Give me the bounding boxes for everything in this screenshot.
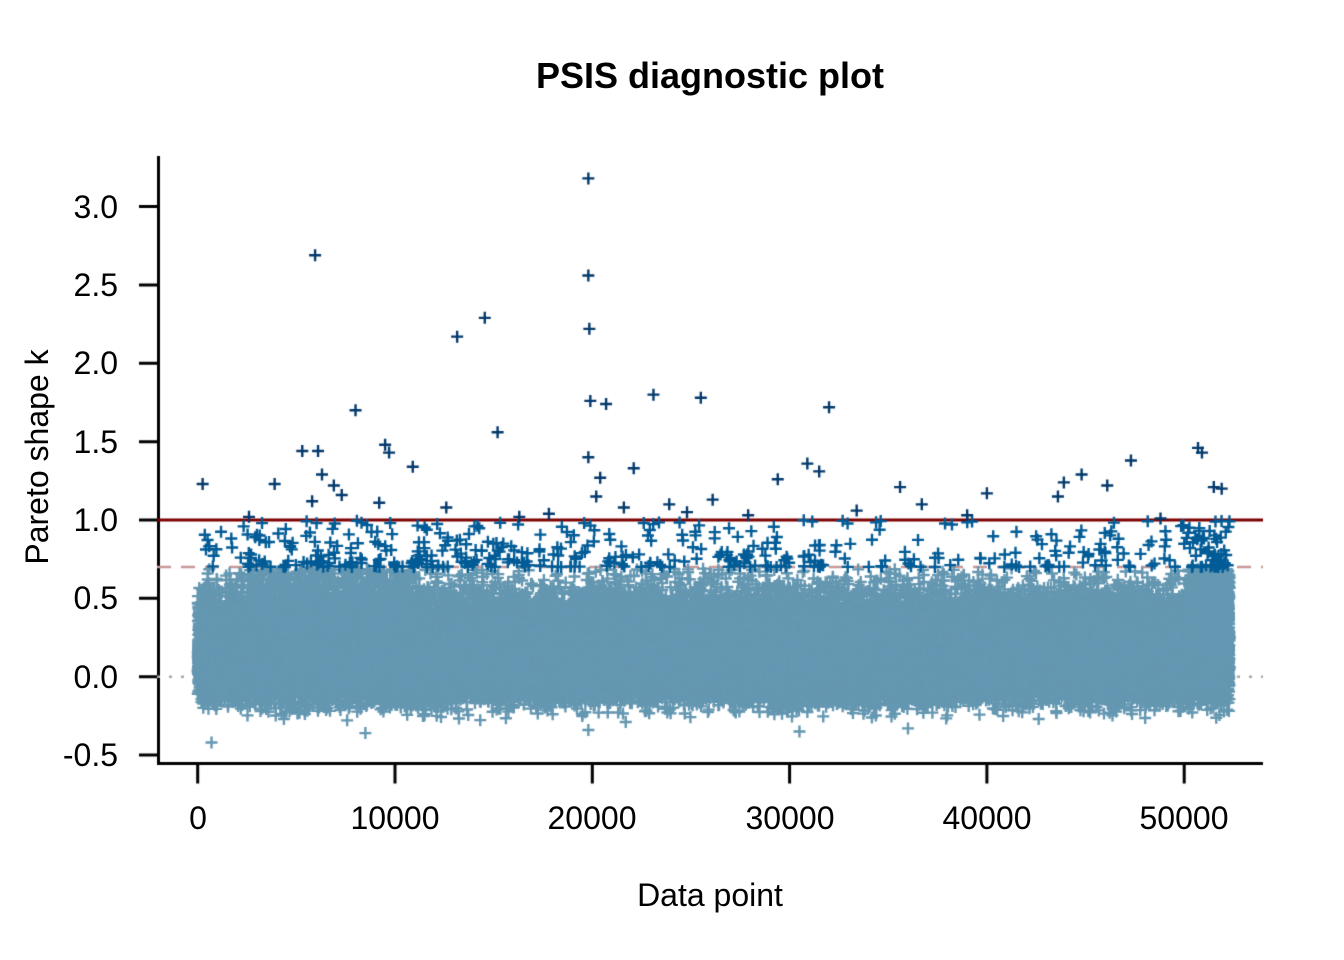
x-tick-label: 10000 — [350, 800, 440, 836]
chart-title: PSIS diagnostic plot — [535, 55, 885, 96]
y-tick-label: 0.0 — [73, 659, 118, 695]
x-axis-label: Data point — [637, 877, 783, 913]
x-tick-label: 50000 — [1139, 800, 1229, 836]
y-tick-label: 2.5 — [73, 267, 118, 303]
y-tick-label: 3.0 — [73, 189, 118, 225]
x-tick-label: 30000 — [745, 800, 835, 836]
x-tick-label: 20000 — [547, 800, 637, 836]
y-tick-label: 1.5 — [73, 424, 118, 460]
y-tick-label: 1.0 — [73, 502, 118, 538]
x-tick-label: 0 — [189, 800, 207, 836]
y-tick-label: 2.0 — [73, 345, 118, 381]
y-tick-label: -0.5 — [62, 737, 118, 773]
x-tick-label: 40000 — [942, 800, 1032, 836]
y-tick-label: 0.5 — [73, 580, 118, 616]
